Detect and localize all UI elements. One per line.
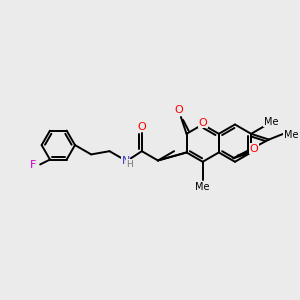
Text: H: H	[126, 160, 133, 169]
Text: O: O	[250, 144, 258, 154]
Text: F: F	[30, 160, 37, 170]
Text: Me: Me	[264, 116, 278, 127]
Text: N: N	[122, 155, 130, 166]
Text: Me: Me	[284, 130, 298, 140]
Text: O: O	[137, 122, 146, 132]
Text: Me: Me	[195, 182, 210, 192]
Text: O: O	[198, 118, 207, 128]
Text: O: O	[175, 105, 183, 115]
